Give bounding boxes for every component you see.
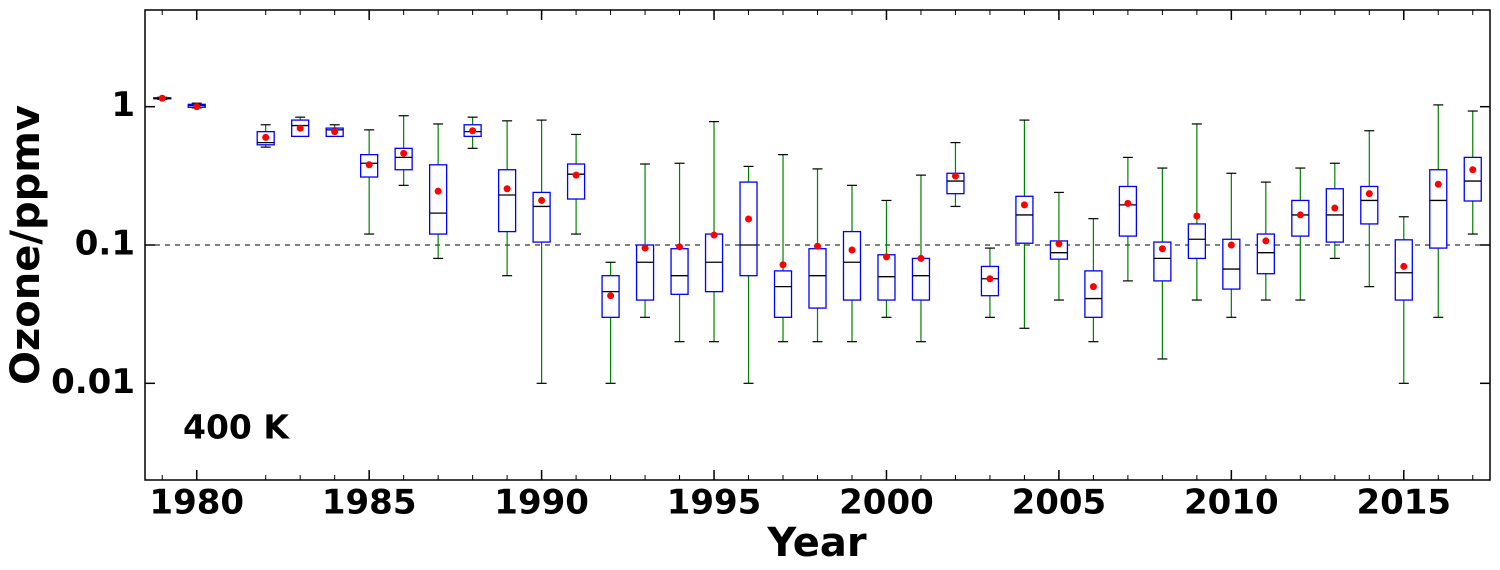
mean <box>676 243 684 251</box>
mean <box>365 161 373 169</box>
mean <box>1227 241 1235 249</box>
y-tick-label: 1 <box>111 85 135 125</box>
x-tick-label: 2015 <box>1356 483 1451 523</box>
mean <box>1365 190 1373 198</box>
mean <box>158 94 166 102</box>
mean <box>193 103 201 111</box>
y-tick-label: 0.01 <box>51 362 135 402</box>
mean <box>814 242 821 250</box>
box <box>773 270 793 318</box>
mean <box>1158 245 1166 253</box>
mean <box>986 275 994 283</box>
mean <box>1055 240 1063 248</box>
box <box>566 163 586 200</box>
mean <box>1262 237 1270 245</box>
box <box>497 169 517 233</box>
box <box>739 181 758 277</box>
mean <box>469 127 477 135</box>
mean <box>572 171 580 179</box>
annotation: 400 K <box>183 408 290 447</box>
x-tick-label: 1990 <box>494 483 589 523</box>
mean <box>1020 201 1028 209</box>
box <box>1222 238 1241 290</box>
mean <box>296 124 304 132</box>
mean <box>1089 283 1097 291</box>
box <box>635 244 655 301</box>
box <box>1256 233 1275 275</box>
mean <box>434 187 442 195</box>
box <box>1118 185 1138 237</box>
box <box>670 248 689 295</box>
box <box>1153 241 1172 282</box>
box <box>1463 156 1482 202</box>
box <box>1015 195 1034 244</box>
mean <box>882 253 890 261</box>
x-axis-label: Year <box>766 520 866 566</box>
x-tick-label: 2005 <box>1012 483 1107 523</box>
mean <box>1193 212 1201 220</box>
plot-frame <box>144 9 1491 481</box>
box <box>1084 270 1103 318</box>
mean <box>1124 199 1132 207</box>
box <box>1360 185 1379 225</box>
box <box>1394 239 1413 301</box>
x-tick-label: 2000 <box>839 483 934 523</box>
mean <box>1434 180 1442 188</box>
mean <box>607 292 615 300</box>
mean <box>1400 262 1408 270</box>
mean <box>779 261 787 269</box>
mean <box>641 244 649 252</box>
mean <box>331 128 339 136</box>
box <box>842 230 862 301</box>
box <box>877 254 896 301</box>
box <box>394 147 413 171</box>
mean <box>745 215 753 223</box>
mean <box>848 246 856 254</box>
x-tick-label: 1995 <box>667 483 762 523</box>
y-axis-label: Ozone/ppmv <box>3 105 49 385</box>
box <box>428 164 448 235</box>
x-tick-label: 1985 <box>322 483 417 523</box>
mean <box>400 149 408 157</box>
x-tick-label: 2010 <box>1184 483 1279 523</box>
mean <box>1331 204 1339 212</box>
mean <box>1469 166 1477 174</box>
mean <box>503 185 511 193</box>
box <box>1187 223 1207 260</box>
mean <box>917 254 925 262</box>
box <box>911 257 931 301</box>
y-tick-label: 0.1 <box>75 224 135 264</box>
mean <box>951 172 959 180</box>
x-tick-label: 1980 <box>149 483 244 523</box>
box <box>808 248 827 309</box>
box <box>532 191 551 243</box>
mean <box>1296 211 1304 219</box>
mean <box>262 133 270 141</box>
mean <box>710 231 718 239</box>
mean <box>538 196 546 204</box>
box <box>1429 169 1448 249</box>
